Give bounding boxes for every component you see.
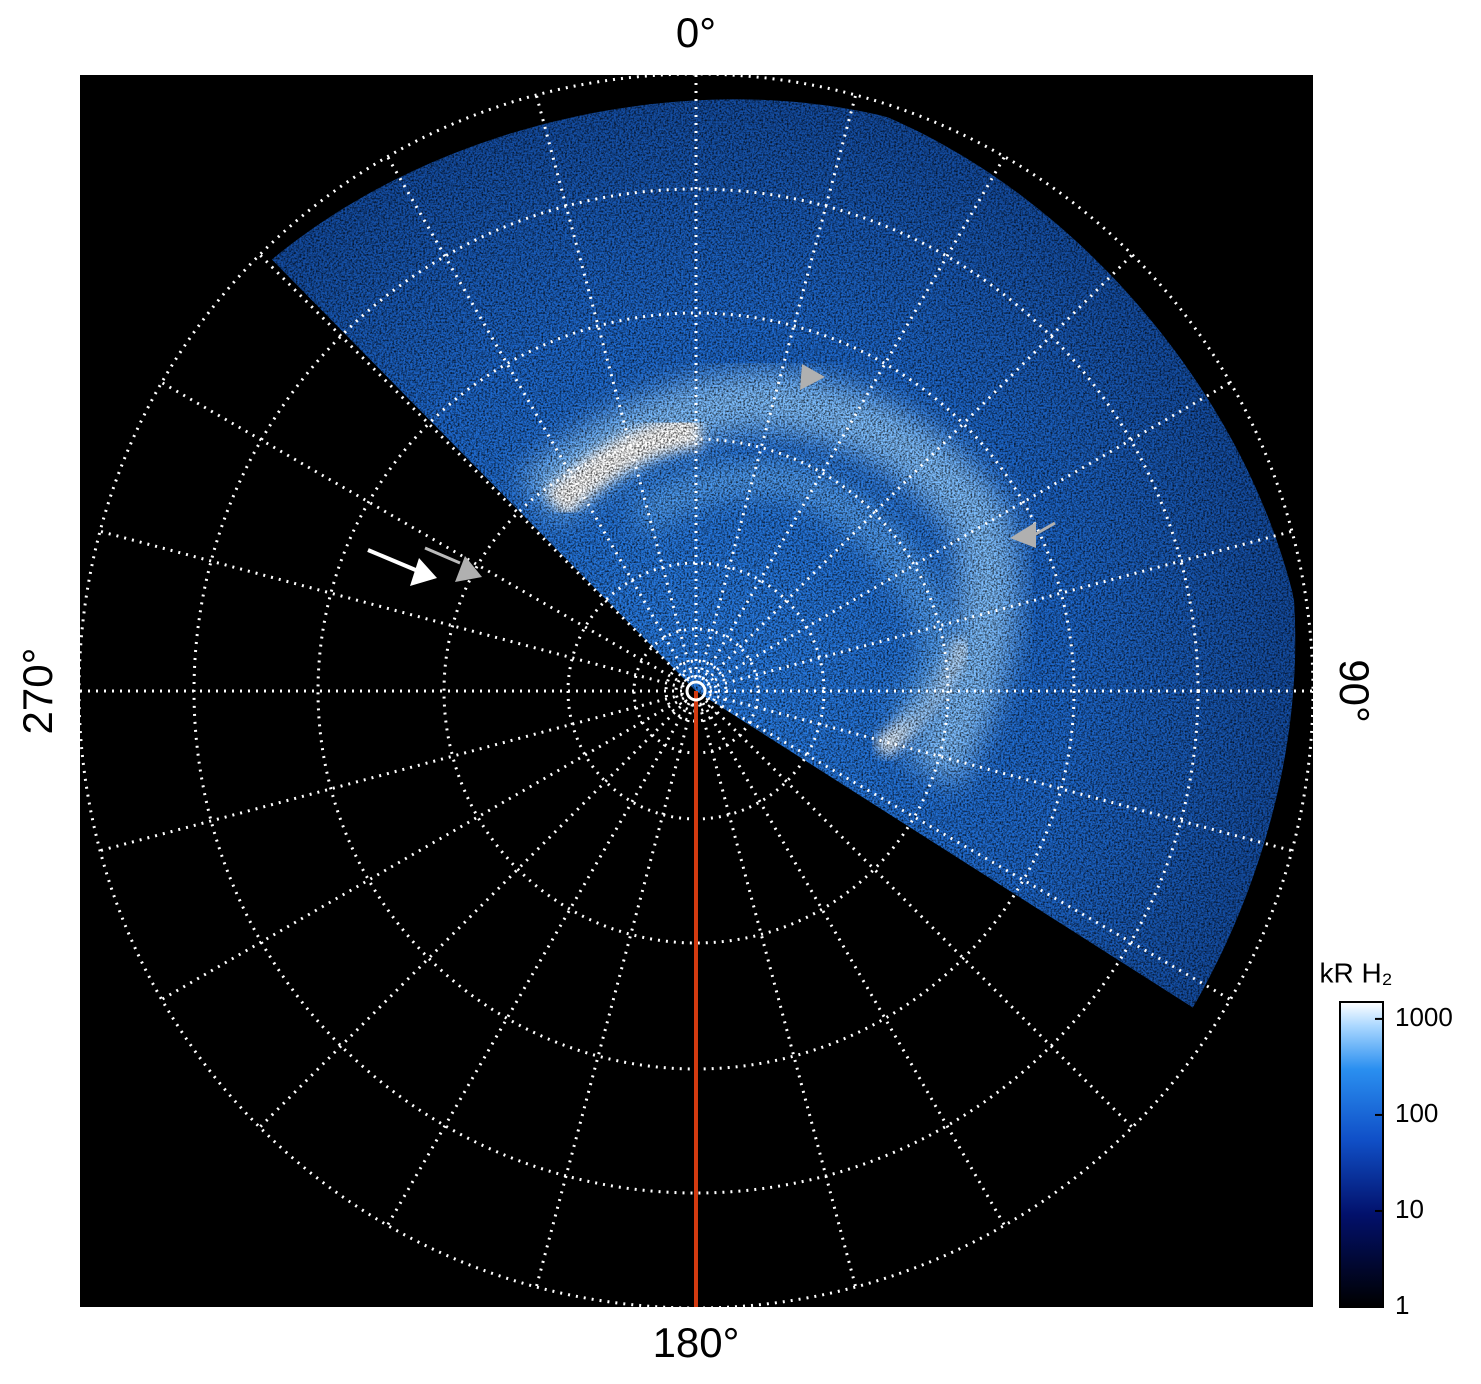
colorbar-tick-label: 10	[1395, 1194, 1424, 1224]
colorbar-tick-label: 1	[1395, 1290, 1409, 1320]
annotation-arrows	[367, 364, 1056, 586]
angle-label: 0°	[676, 9, 716, 56]
angle-label: 270°	[14, 648, 61, 735]
colorbar: kR H₂ 1 10 100 1000	[1319, 957, 1452, 1319]
angle-label: 90°	[1331, 659, 1378, 723]
colorbar-tick-label: 100	[1395, 1098, 1438, 1128]
grid-circle	[442, 437, 950, 945]
colorbar-scale	[1339, 1001, 1384, 1308]
colorbar-tick-label: 1000	[1395, 1002, 1453, 1032]
angle-label: 180°	[653, 1319, 740, 1366]
angle-labels: 0° 90° 180° 270°	[14, 9, 1378, 1366]
pole-marker	[685, 680, 707, 702]
grid-circle	[674, 669, 718, 713]
colorbar-label: kR H₂	[1319, 957, 1392, 988]
